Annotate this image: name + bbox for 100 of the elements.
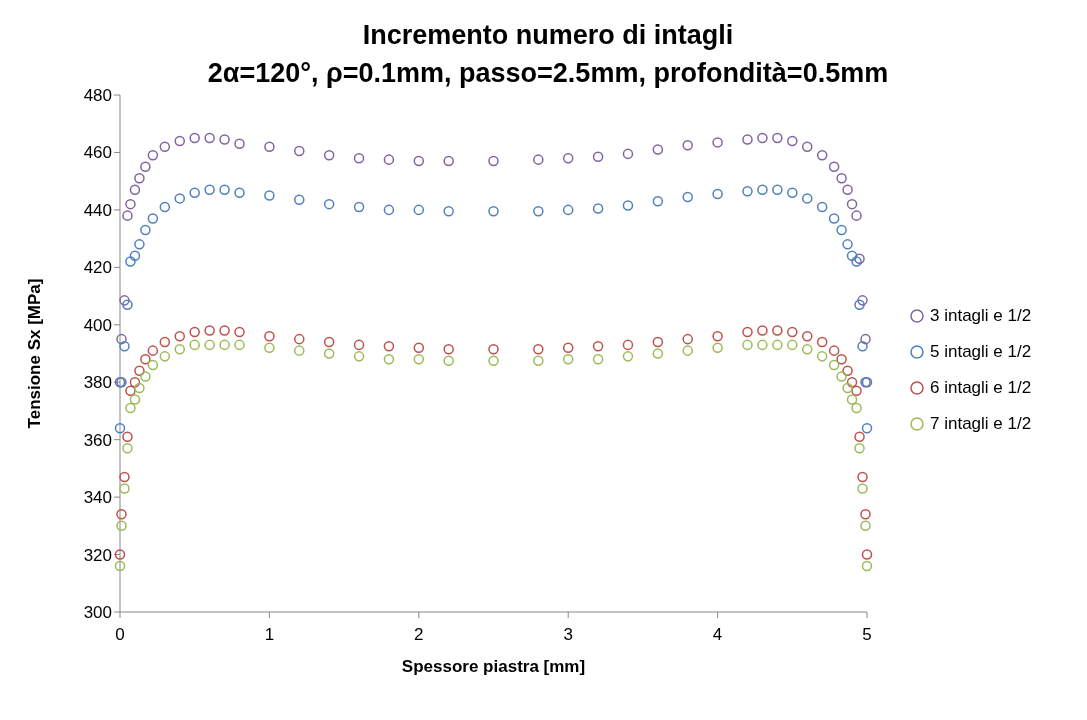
point (682, 191, 693, 203)
point (116, 509, 127, 520)
point (140, 371, 151, 382)
point (757, 339, 768, 351)
point (443, 206, 454, 217)
point (533, 206, 544, 217)
point (861, 422, 873, 434)
point (682, 333, 693, 345)
point (533, 154, 544, 165)
point (125, 402, 136, 414)
point (264, 190, 275, 201)
point (219, 325, 230, 336)
point (159, 201, 171, 213)
point (294, 194, 305, 206)
point (134, 365, 145, 376)
point (119, 471, 130, 483)
point (219, 184, 230, 196)
point (836, 353, 847, 365)
point (204, 325, 215, 336)
y-tick-label: 380 (83, 373, 112, 393)
point (488, 343, 499, 355)
point (592, 353, 604, 365)
point (846, 376, 858, 388)
point (652, 144, 664, 155)
point (189, 187, 200, 198)
point (757, 184, 768, 196)
point (801, 331, 813, 342)
point (383, 154, 395, 165)
y-tick-label: 360 (83, 430, 112, 450)
point (147, 345, 159, 356)
point (116, 333, 127, 345)
point (488, 155, 499, 167)
point (854, 443, 865, 454)
point (622, 339, 634, 351)
point (787, 187, 798, 198)
point (189, 339, 200, 351)
point (147, 213, 159, 224)
point (353, 339, 365, 351)
point (836, 173, 847, 184)
point (828, 345, 840, 356)
point (147, 150, 159, 161)
point (851, 402, 862, 414)
point (757, 132, 768, 144)
point (842, 382, 853, 394)
point (125, 256, 136, 267)
x-tick-label: 3 (563, 625, 573, 645)
point (801, 193, 813, 204)
chart-title: Incremento numero di intagli (361, 19, 735, 52)
point (861, 549, 873, 560)
point (816, 201, 828, 213)
point (488, 355, 499, 366)
point (857, 295, 868, 306)
point (122, 210, 133, 221)
point (828, 161, 840, 173)
point (533, 343, 544, 355)
point (413, 155, 425, 167)
point (353, 201, 365, 213)
x-tick-label: 0 (115, 625, 125, 645)
point (383, 353, 395, 365)
point (772, 184, 783, 196)
point (712, 137, 723, 148)
point (114, 549, 126, 560)
point (129, 250, 141, 262)
point (842, 239, 853, 250)
point (353, 152, 365, 164)
point (134, 239, 145, 250)
point (851, 385, 862, 397)
point (140, 224, 151, 236)
point (189, 132, 200, 144)
point (234, 187, 245, 198)
legend-label: 5 intagli e 1/2 (930, 342, 1032, 362)
point (846, 198, 858, 210)
x-tick-label: 1 (264, 625, 275, 645)
y-tick-label: 480 (83, 86, 112, 106)
point (652, 196, 664, 207)
point (592, 151, 604, 163)
y-tick-label: 300 (83, 603, 112, 623)
point (413, 342, 425, 354)
point (294, 345, 305, 356)
point (323, 336, 335, 348)
point (742, 185, 753, 197)
point (816, 351, 828, 362)
point (857, 483, 868, 494)
point (592, 341, 604, 352)
point (712, 331, 723, 342)
point (159, 141, 171, 152)
point (592, 203, 604, 214)
point (712, 342, 723, 354)
x-tick-label: 4 (712, 625, 723, 645)
point (854, 431, 865, 443)
point (129, 394, 141, 405)
point (828, 213, 840, 224)
point (114, 422, 126, 434)
point (134, 173, 145, 184)
point (562, 353, 574, 365)
point (860, 509, 871, 520)
y-tick-label: 340 (83, 488, 112, 508)
point (125, 198, 136, 210)
point (801, 141, 813, 152)
point (204, 184, 215, 196)
